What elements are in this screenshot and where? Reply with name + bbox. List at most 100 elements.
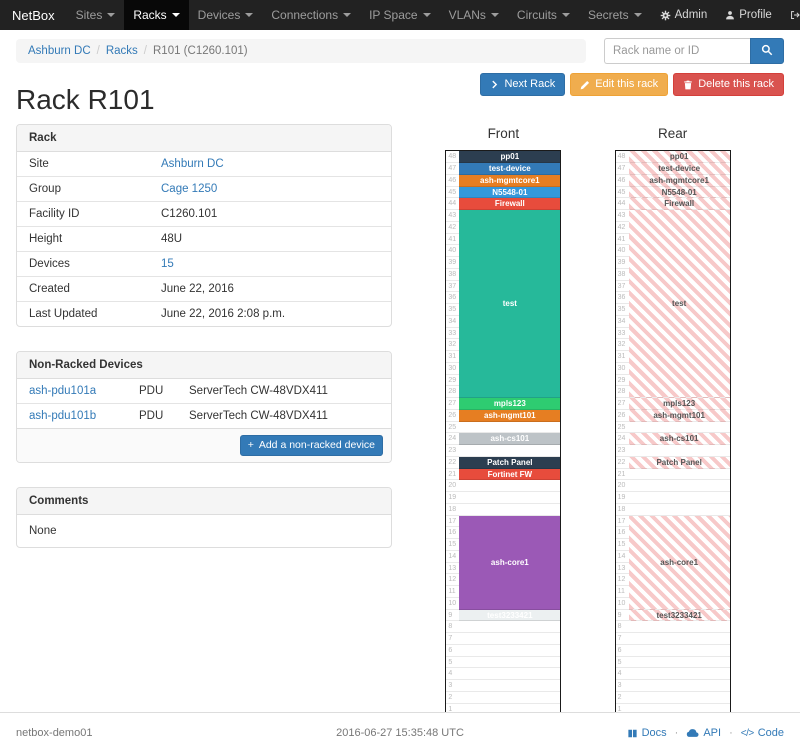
rack-rear: Rear 48 47 46 45 44 43 42 41 40 39 38 37 36 35 34 33 32 3… [614, 124, 731, 717]
rack-unit: 6 [615, 645, 730, 657]
unit-number: 15 [448, 541, 457, 549]
attribute-label: Devices [17, 251, 149, 277]
nav-log-out[interactable]: Log out [781, 0, 800, 30]
device-block[interactable]: pp01 [628, 151, 730, 164]
attribute-value: June 22, 2016 [149, 276, 391, 302]
attribute-value-link[interactable]: 15 [161, 258, 174, 271]
device-block[interactable]: N5548-01 [459, 186, 561, 199]
nav-item-label: Admin [674, 9, 708, 21]
unit-number: 38 [617, 270, 626, 278]
search-input[interactable] [604, 38, 750, 64]
unit-number: 10 [448, 599, 457, 607]
nav-item-vlans[interactable]: VLANs [440, 0, 508, 30]
rack-unit: 6 [446, 645, 561, 657]
breadcrumb-separator: / [96, 45, 100, 57]
device-block[interactable]: ash-mgmtcore1 [459, 174, 561, 187]
device-block[interactable]: ash-mgmt101 [459, 409, 561, 422]
unit-number: 30 [448, 364, 457, 372]
device-block[interactable]: ash-cs101 [628, 433, 730, 446]
attribute-value: June 22, 2016 2:08 p.m. [149, 301, 391, 327]
rack-unit: 23 [615, 445, 730, 457]
unit-number: 6 [617, 646, 622, 654]
rack-actions: Next Rack Edit this rack Delete this rac… [16, 73, 784, 97]
breadcrumb-item-ashburn-dc[interactable]: Ashburn DC [28, 45, 91, 57]
footer-link-code[interactable]: </> Code [741, 727, 784, 739]
unit-number: 15 [617, 541, 626, 549]
nav-item-secrets[interactable]: Secrets [579, 0, 651, 30]
device-block[interactable]: Patch Panel [628, 456, 730, 469]
device-block[interactable]: N5548-01 [628, 186, 730, 199]
device-block[interactable]: test3233421 [459, 609, 561, 622]
attribute-value: 48U [149, 226, 391, 252]
nav-item-circuits[interactable]: Circuits [508, 0, 579, 30]
device-block[interactable]: Patch Panel [459, 456, 561, 469]
device-block[interactable]: ash-cs101 [459, 433, 561, 446]
caret-down-icon [107, 13, 116, 17]
device-block[interactable]: mpls123 [459, 398, 561, 410]
unit-number: 8 [617, 623, 622, 631]
chevron-right-icon [490, 80, 499, 89]
rack-rear-title: Rear [658, 126, 688, 142]
device-block[interactable]: ash-mgmt101 [628, 409, 730, 422]
attribute-label: Height [17, 226, 149, 252]
device-block[interactable]: mpls123 [628, 398, 730, 410]
unit-number: 48 [617, 153, 626, 161]
breadcrumb-item-racks[interactable]: Racks [105, 45, 138, 57]
device-block[interactable]: test-device [459, 163, 561, 175]
nav-item-connections[interactable]: Connections [262, 0, 360, 30]
device-block[interactable]: Firewall [628, 198, 730, 211]
nav-item-sites[interactable]: Sites [67, 0, 125, 30]
device-name-link[interactable]: ash-pdu101a [29, 385, 97, 398]
search-button[interactable] [750, 38, 784, 64]
rack-unit: 19 [446, 492, 561, 504]
gear-icon [660, 10, 671, 21]
attribute-value-link[interactable]: Cage 1250 [161, 183, 218, 196]
rack-unit: 4 [446, 668, 561, 681]
footer-link-docs[interactable]: Docs [627, 727, 667, 739]
unit-number: 23 [448, 447, 457, 455]
code-icon: </> [740, 727, 754, 739]
attribute-value: 15 [149, 251, 391, 277]
device-block[interactable]: ash-mgmtcore1 [628, 174, 730, 187]
unit-number: 34 [448, 317, 457, 325]
footer-links: Docs · API · </> Code [528, 727, 784, 739]
device-block[interactable]: pp01 [459, 151, 561, 164]
footer-link-api[interactable]: API [686, 727, 721, 739]
attribute-value: Ashburn DC [149, 152, 391, 177]
unit-number: 12 [448, 576, 457, 584]
nav-item-racks[interactable]: Racks [124, 0, 189, 30]
delete-rack-button[interactable]: Delete this rack [673, 73, 784, 97]
add-nonracked-device-button[interactable]: + Add a non-racked device [239, 435, 383, 457]
device-role: PDU [127, 403, 177, 429]
unit-number: 17 [617, 517, 626, 525]
unit-number: 32 [448, 341, 457, 349]
nav-item-ip-space[interactable]: IP Space [360, 0, 439, 30]
device-block[interactable]: Firewall [459, 198, 561, 211]
device-block[interactable]: test [459, 210, 561, 399]
device-name-link[interactable]: ash-pdu101b [29, 410, 97, 423]
device-block[interactable]: ash-core1 [459, 515, 561, 610]
device-block[interactable]: ash-core1 [628, 515, 730, 610]
nav-profile[interactable]: Profile [716, 0, 781, 30]
device-block[interactable]: test-device [628, 163, 730, 175]
nonracked-panel-header: Non-Racked Devices [17, 352, 391, 380]
device-block[interactable]: test [628, 210, 730, 399]
rack-unit: 3 [446, 680, 561, 692]
unit-number: 23 [617, 447, 626, 455]
edit-rack-button[interactable]: Edit this rack [570, 73, 669, 97]
next-rack-button[interactable]: Next Rack [480, 73, 566, 97]
nav-admin[interactable]: Admin [651, 0, 717, 30]
brand-logo[interactable]: NetBox [12, 7, 55, 23]
nav-item-devices[interactable]: Devices [189, 0, 263, 30]
device-block[interactable]: test3233421 [628, 609, 730, 622]
nav-item-label: IP Space [369, 8, 418, 22]
unit-number: 46 [617, 176, 626, 184]
unit-number: 25 [617, 423, 626, 431]
unit-number: 16 [617, 529, 626, 537]
attribute-value-link[interactable]: Ashburn DC [161, 158, 224, 171]
unit-number: 4 [617, 670, 622, 678]
main-content: Rack Site Ashburn DC Group Cage 1250 Facilit… [0, 124, 800, 717]
book-icon [627, 728, 638, 739]
rack-front: Front 48 47 46 45 44 43 42 41 40 39 38 37 36 35 34 33 32… [445, 124, 562, 717]
device-block[interactable]: Fortinet FW [459, 468, 561, 481]
